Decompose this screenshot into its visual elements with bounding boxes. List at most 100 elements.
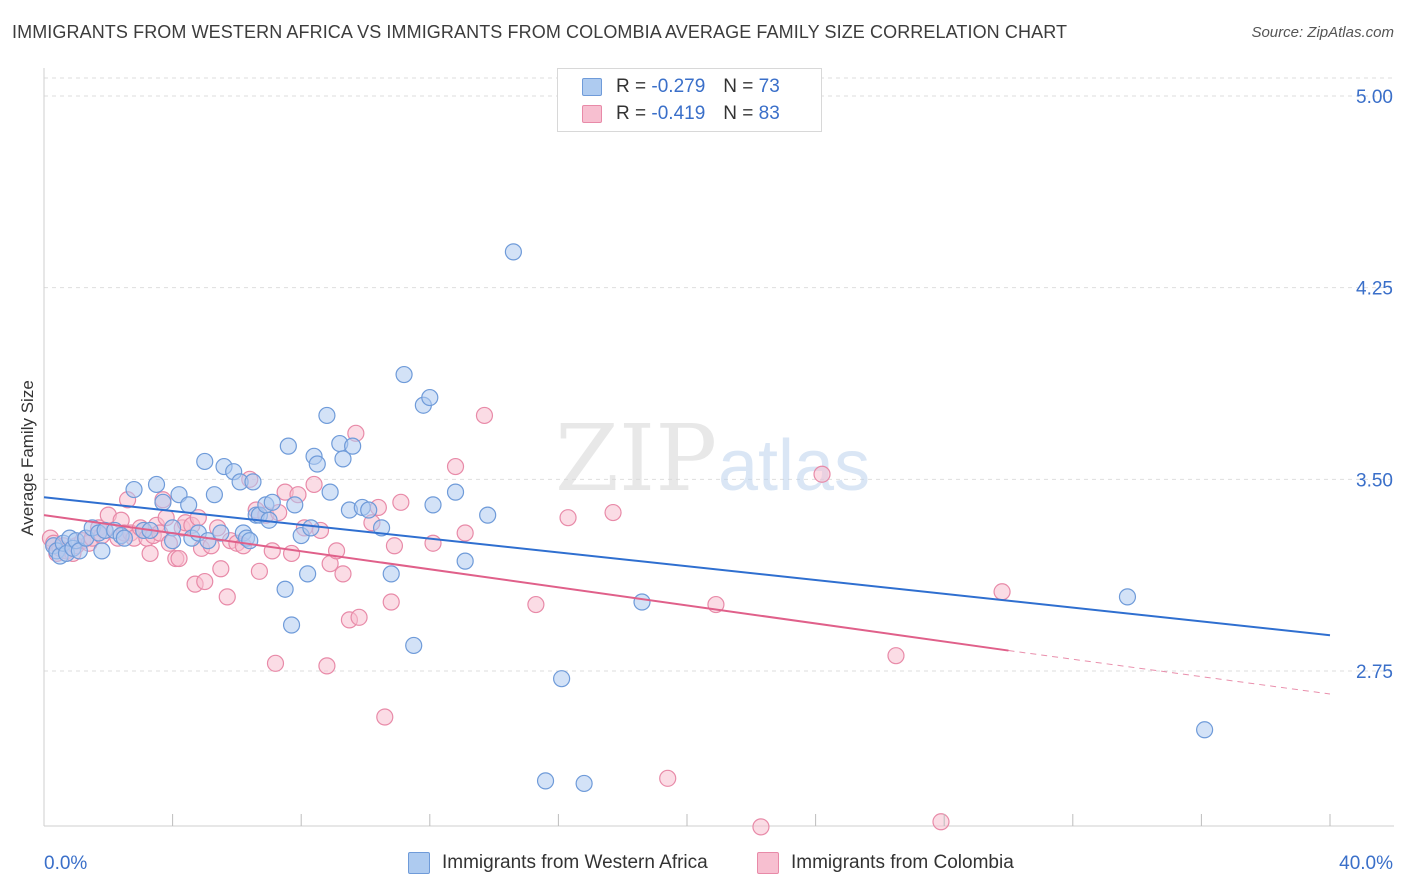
axis-layer (43, 68, 1394, 827)
western-africa-point (308, 455, 326, 473)
source-credit: Source: ZipAtlas.com (1251, 24, 1394, 41)
western-africa-point (282, 616, 301, 634)
western-africa-point (553, 670, 571, 688)
legend-swatch-pink (582, 105, 602, 123)
western-africa-point (244, 473, 262, 491)
colombia-point (263, 542, 281, 560)
western-africa-point (147, 475, 166, 494)
colombia-point (382, 593, 400, 611)
colombia-point (456, 524, 474, 542)
western-africa-point (276, 580, 294, 598)
colombia-point (350, 608, 368, 626)
legend-n-value: 83 (758, 103, 780, 124)
colombia-trendline-extension (1008, 650, 1331, 695)
x-tick-label: 0.0% (44, 853, 87, 874)
chart-title: IMMIGRANTS FROM WESTERN AFRICA VS IMMIGR… (12, 22, 1068, 42)
y-tick-label: 5.00 (1356, 87, 1393, 108)
western-africa-point (446, 483, 465, 501)
legend-row-colombia: R = -0.419 N = 83 (582, 102, 780, 126)
western-africa-point (263, 493, 281, 511)
bottom-legend-label: Immigrants from Colombia (791, 852, 1014, 873)
colombia-point (141, 544, 159, 563)
colombia-point (334, 565, 352, 583)
y-tick-label: 4.25 (1356, 279, 1393, 300)
legend-row-western-africa: R = -0.279 N = 73 (582, 75, 780, 99)
western-africa-point (421, 388, 439, 407)
western-africa-point (286, 496, 304, 514)
legend-r-label: R = (616, 103, 647, 124)
western-africa-point (575, 774, 593, 793)
western-africa-point (334, 450, 352, 468)
legend-r-value: -0.279 (651, 76, 706, 97)
watermark-atlas: atlas (718, 426, 870, 506)
western-africa-point (205, 486, 223, 504)
colombia-point (993, 583, 1011, 601)
western-africa-point (360, 501, 378, 519)
zipatlas-watermark: ZIP atlas (555, 405, 870, 512)
western-africa-point (456, 552, 474, 570)
western-africa-point (241, 532, 259, 550)
colombia-point (475, 406, 494, 425)
western-africa-point (344, 437, 362, 455)
colombia-point (659, 769, 677, 787)
western-africa-point (164, 532, 182, 550)
bottom-legend-label: Immigrants from Western Africa (442, 852, 708, 873)
western-africa-point (180, 496, 198, 514)
colombia-point (446, 457, 465, 476)
western-africa-point (321, 483, 339, 501)
western-africa-point (395, 365, 413, 384)
colombia-point (527, 595, 545, 614)
legend-swatch-blue (582, 78, 602, 96)
western-africa-point (93, 542, 111, 560)
y-axis-label: Average Family Size (18, 380, 37, 536)
stats-legend: R = -0.279 N = 73 R = -0.419 N = 83 (557, 68, 822, 132)
western-africa-point (1118, 588, 1137, 606)
bottom-legend-colombia: Immigrants from Colombia (757, 852, 1014, 874)
colombia-point (887, 647, 905, 665)
western-africa-point (536, 772, 555, 790)
colombia-trendline (43, 514, 1009, 652)
western-africa-point (212, 524, 230, 542)
colombia-point (170, 549, 188, 568)
western-africa-point (633, 593, 651, 611)
western-africa-point (302, 519, 320, 537)
watermark-zip: ZIP (555, 405, 717, 512)
colombia-point (250, 562, 269, 580)
western-africa-point (424, 496, 442, 514)
bottom-legend-western-africa: Immigrants from Western Africa (408, 852, 708, 874)
western-africa-point (318, 406, 336, 425)
colombia-point (559, 509, 577, 527)
tick-layer: 5.00 4.25 3.50 2.75 0.0% 40.0% (44, 87, 1393, 874)
colombia-point (218, 588, 236, 606)
trend-layer (43, 496, 1331, 695)
colombia-point (752, 818, 770, 836)
grid-layer (44, 77, 1394, 672)
legend-swatch-blue (408, 852, 430, 874)
western-africa-point (479, 506, 497, 524)
colombia-point (813, 465, 831, 483)
western-africa-point (405, 636, 423, 655)
western-africa-point (1196, 721, 1214, 739)
y-tick-label: 2.75 (1356, 662, 1393, 683)
colombia-point (932, 813, 950, 831)
colombia-point (282, 544, 301, 563)
colombia-point (196, 572, 214, 591)
colombia-point (385, 537, 404, 555)
western-africa-point (115, 529, 133, 547)
legend-swatch-pink (757, 852, 779, 874)
legend-n-value: 73 (758, 76, 780, 97)
western-africa-point (125, 480, 143, 499)
colombia-point (318, 657, 336, 675)
western-africa-point (299, 565, 317, 583)
y-tick-label: 3.50 (1356, 470, 1393, 491)
legend-r-label: R = (616, 76, 647, 97)
colombia-point (212, 560, 230, 578)
colombia-point (604, 503, 622, 522)
x-tick-label: 40.0% (1339, 853, 1393, 874)
legend-r-value: -0.419 (651, 103, 706, 124)
legend-n-label: N = (723, 103, 754, 124)
western-africa-point (382, 565, 400, 583)
western-africa-point (279, 437, 297, 455)
western-africa-point (372, 519, 391, 537)
